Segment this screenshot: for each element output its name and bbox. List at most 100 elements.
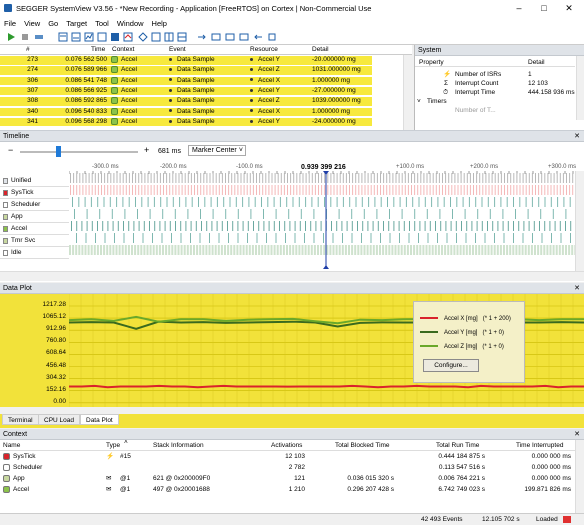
- tab-terminal[interactable]: Terminal: [2, 414, 39, 425]
- col-type[interactable]: Type: [106, 442, 121, 449]
- zoom-slider-thumb[interactable]: [56, 146, 61, 157]
- pane-close-icon[interactable]: ✕: [574, 133, 580, 140]
- timeline-row-label[interactable]: SysTick: [0, 187, 69, 199]
- go-next-context-icon[interactable]: [239, 32, 249, 42]
- menu-view[interactable]: View: [24, 19, 41, 28]
- minimize-icon[interactable]: –: [516, 3, 522, 13]
- zoom-in-button[interactable]: +: [144, 145, 150, 155]
- context-header: Name Type ˄ Stack Information Activation…: [0, 439, 575, 451]
- system-row[interactable]: ⚡ Number of ISRs 1: [443, 71, 532, 78]
- zoom-out-button[interactable]: −: [8, 145, 14, 155]
- timeline-scrollbar[interactable]: [575, 171, 584, 271]
- col-interrupted[interactable]: Time Interrupted: [516, 442, 564, 449]
- timeline-row-label[interactable]: Idle: [0, 247, 69, 259]
- col-stack[interactable]: Stack Information: [153, 442, 204, 449]
- col-name[interactable]: Name: [3, 442, 21, 449]
- marker-mode-select[interactable]: Marker Center ˅: [188, 145, 246, 156]
- dataplot-view-icon[interactable]: [123, 32, 133, 42]
- col-blocked[interactable]: Total Blocked Time: [335, 442, 390, 449]
- layout-icon[interactable]: [164, 32, 174, 42]
- context-row[interactable]: SysTick ⚡ #15 12 103 0.444 184 875 s 0.000 00…: [0, 451, 575, 462]
- bullet-icon: [250, 57, 253, 61]
- events-scrollbar[interactable]: [403, 55, 412, 131]
- event-row[interactable]: 273 0.076 562 500 Accel Data Sample Accel Y-…: [0, 56, 372, 65]
- col-resource[interactable]: Resource: [250, 46, 278, 53]
- events-view-icon[interactable]: [58, 32, 68, 42]
- terminal-view-icon[interactable]: [110, 32, 120, 42]
- col-num[interactable]: #: [26, 46, 30, 53]
- tab-data-plot[interactable]: Data Plot: [80, 414, 119, 425]
- configure-button[interactable]: Configure...: [423, 359, 479, 372]
- bookmark-icon[interactable]: [267, 32, 277, 42]
- bullet-icon: [250, 88, 253, 92]
- system-row[interactable]: ⏱ Interrupt Time 444.158 936 ms: [443, 89, 575, 96]
- timeline-row-label[interactable]: Unified: [0, 175, 69, 187]
- col-event[interactable]: Event: [169, 46, 186, 53]
- system-col-property[interactable]: Property: [419, 59, 444, 66]
- context-row[interactable]: Scheduler 2 782 0.113 547 516 s 0.000 000 m…: [0, 462, 575, 473]
- context-row[interactable]: App ✉ @1 621 @ 0x200009F0 121 0.036 015 320 s…: [0, 473, 575, 484]
- y-tick-label: 152.16: [46, 385, 66, 393]
- timeline-view-icon[interactable]: [71, 32, 81, 42]
- go-prev-context-icon[interactable]: [225, 32, 235, 42]
- context-row[interactable]: Accel ✉ @1 497 @ 0x20001688 1 210 0.296 207 4…: [0, 484, 575, 495]
- system-row[interactable]: Σ Interrupt Count 12 103: [444, 80, 548, 87]
- close-icon[interactable]: ✕: [565, 3, 573, 13]
- cpu-load-view-icon[interactable]: [84, 32, 94, 42]
- timeline-hscroll[interactable]: [0, 271, 584, 281]
- plot-hscroll[interactable]: [0, 407, 584, 414]
- bullet-icon: [250, 109, 253, 113]
- menu-file[interactable]: File: [4, 19, 17, 28]
- col-time[interactable]: Time: [91, 46, 106, 53]
- timeline-row-label[interactable]: Accel: [0, 223, 69, 235]
- context-color-icon: [3, 190, 8, 196]
- bullet-icon: [169, 88, 172, 92]
- stream-icon[interactable]: [34, 32, 44, 42]
- system-scrollbar[interactable]: [576, 56, 584, 120]
- zoom-slider[interactable]: [20, 151, 138, 153]
- bullet-icon: [169, 109, 172, 113]
- y-tick-label: 456.48: [46, 361, 66, 369]
- timeline-row-label[interactable]: App: [0, 211, 69, 223]
- go-forward-icon[interactable]: [197, 32, 207, 42]
- pane-close-icon[interactable]: ✕: [574, 285, 580, 292]
- event-row[interactable]: 341 0.096 568 298 Accel Data Sample Accel Y-…: [0, 117, 372, 127]
- bullet-icon: [250, 68, 253, 72]
- legend-accel-y: Accel Y [mg] (* 1 + 0): [420, 330, 504, 336]
- col-run[interactable]: Total Run Time: [436, 442, 480, 449]
- system-view-icon[interactable]: [151, 32, 161, 42]
- col-detail[interactable]: Detail: [312, 46, 329, 53]
- play-icon[interactable]: [6, 32, 16, 42]
- system-section-timers[interactable]: ˅ Timers: [417, 98, 447, 105]
- col-context[interactable]: Context: [112, 46, 135, 53]
- menu-tool[interactable]: Tool: [95, 19, 109, 28]
- timeline-row-label[interactable]: Scheduler: [0, 199, 69, 211]
- tab-cpu-load[interactable]: CPU Load: [38, 414, 80, 425]
- pane-close-icon[interactable]: ✕: [574, 431, 580, 438]
- context-scrollbar[interactable]: [575, 440, 584, 513]
- menu-window[interactable]: Window: [116, 19, 144, 28]
- menu-target[interactable]: Target: [66, 19, 88, 28]
- dataplot-title: Data Plot ✕: [0, 283, 584, 294]
- event-row[interactable]: 307 0.086 566 925 Accel Data Sample Accel Y-…: [0, 86, 372, 96]
- go-back-icon[interactable]: [253, 32, 263, 42]
- menu-help[interactable]: Help: [151, 19, 167, 28]
- col-activations[interactable]: Activations: [271, 442, 303, 449]
- go-next-event-icon[interactable]: [211, 32, 221, 42]
- system-row[interactable]: Number of T...: [455, 107, 496, 114]
- timeline-row-label[interactable]: Tmr Svc: [0, 235, 69, 247]
- diamond-icon[interactable]: [138, 32, 148, 42]
- context-accel-icon: [111, 97, 118, 105]
- context-accel-icon: [111, 76, 118, 84]
- timeline-graph[interactable]: [69, 171, 575, 271]
- menu-go[interactable]: Go: [48, 19, 59, 28]
- system-col-detail[interactable]: Detail: [528, 59, 545, 66]
- context-view-icon[interactable]: [97, 32, 107, 42]
- stop-icon[interactable]: [20, 32, 30, 42]
- grid-icon[interactable]: [177, 32, 187, 42]
- maximize-icon[interactable]: □: [541, 3, 547, 13]
